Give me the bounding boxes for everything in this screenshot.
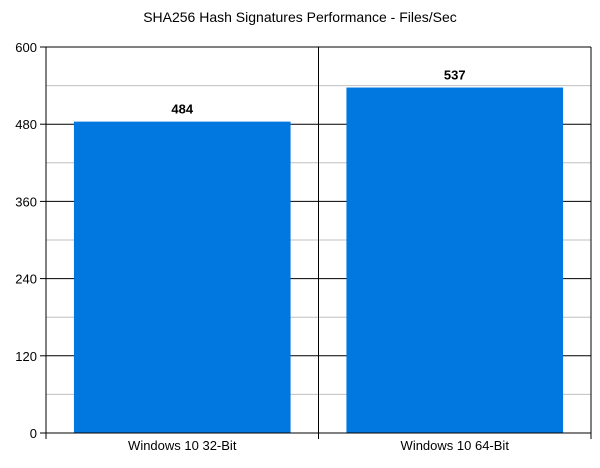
y-tick-label: 0 [30,426,37,441]
y-tick-label: 240 [15,272,37,287]
y-axis-ticks: 0 120 240 360 480 600 [15,40,46,441]
chart-title: SHA256 Hash Signatures Performance - Fil… [143,9,457,25]
data-label: 537 [444,68,466,83]
data-label: 484 [171,102,193,117]
y-tick-label: 120 [15,349,37,364]
bar [73,121,291,434]
bar [346,87,564,433]
y-tick-label: 600 [15,40,37,55]
x-tick-label: Windows 10 32-Bit [128,438,237,453]
bars [73,87,564,434]
axes [45,47,592,439]
data-labels: 484 537 [171,68,465,117]
x-tick-label: Windows 10 64-Bit [401,438,510,453]
x-axis-ticks: Windows 10 32-Bit Windows 10 64-Bit [128,438,509,453]
y-tick-label: 360 [15,194,37,209]
y-tick-label: 480 [15,117,37,132]
